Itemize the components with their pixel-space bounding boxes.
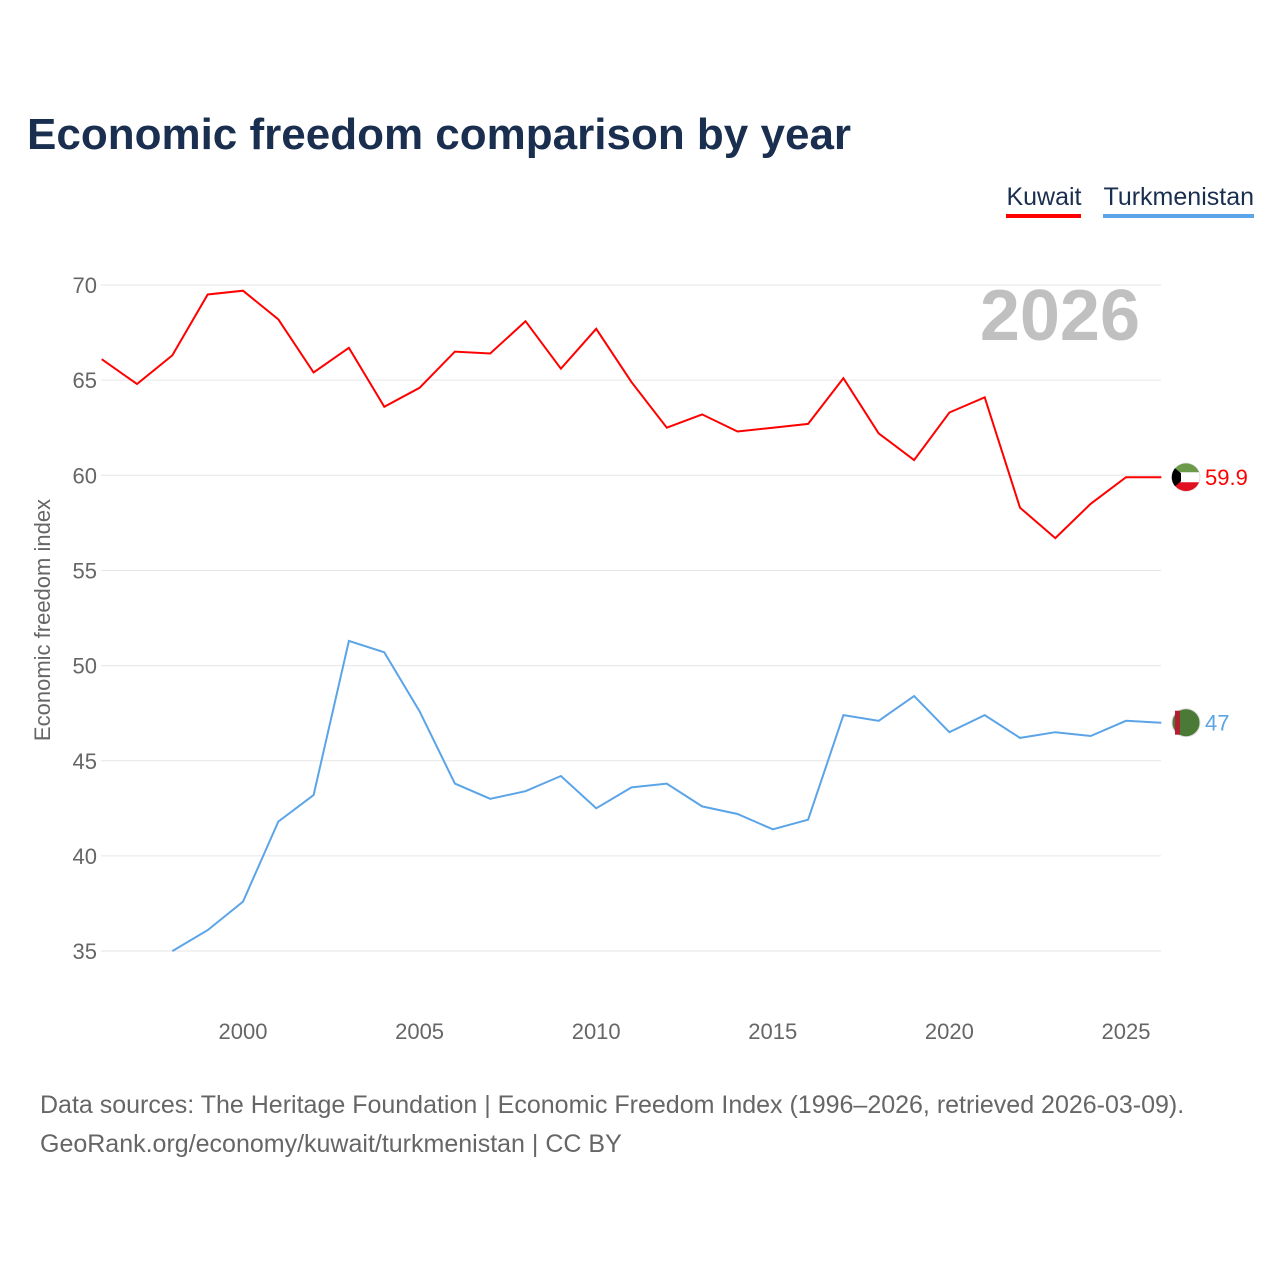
end-value-label: 59.9: [1205, 465, 1248, 490]
chart-title: Economic freedom comparison by year: [27, 110, 852, 159]
x-tick-label: 2000: [219, 1019, 268, 1044]
legend: Kuwait Turkmenistan: [1006, 183, 1254, 218]
year-watermark: 2026: [980, 276, 1140, 356]
legend-turkmenistan[interactable]: Turkmenistan: [1103, 183, 1254, 218]
source-line-2: GeoRank.org/economy/kuwait/turkmenistan …: [40, 1130, 622, 1158]
x-tick-label: 2005: [395, 1019, 444, 1044]
x-tick-label: 2020: [925, 1019, 974, 1044]
y-tick-label: 70: [73, 273, 97, 298]
y-tick-label: 60: [73, 463, 97, 488]
flag-trapezoid: [1171, 468, 1181, 487]
y-tick-label: 40: [73, 844, 97, 869]
y-tick-label: 55: [73, 558, 97, 583]
legend-kuwait[interactable]: Kuwait: [1006, 183, 1082, 218]
x-tick-label: 2010: [572, 1019, 621, 1044]
y-tick-label: 45: [73, 749, 97, 774]
source-note: Data sources: The Heritage Foundation | …: [40, 1086, 1184, 1164]
y-tick-label: 35: [73, 939, 97, 964]
x-tick-label: 2025: [1102, 1019, 1151, 1044]
flag-stripe: [1173, 463, 1199, 473]
source-line-1: Data sources: The Heritage Foundation | …: [40, 1091, 1185, 1119]
series-line-turkmenistan: [171, 639, 1162, 952]
flag-stripe: [1173, 482, 1199, 492]
series-line-kuwait: [101, 289, 1162, 540]
y-tick-label: 50: [73, 654, 97, 679]
y-tick-label: 65: [73, 368, 97, 393]
y-axis-label: Economic freedom index: [30, 499, 55, 741]
x-tick-label: 2015: [748, 1019, 797, 1044]
flag-carpet-stripe: [1175, 710, 1180, 735]
end-value-label: 47: [1205, 711, 1229, 736]
